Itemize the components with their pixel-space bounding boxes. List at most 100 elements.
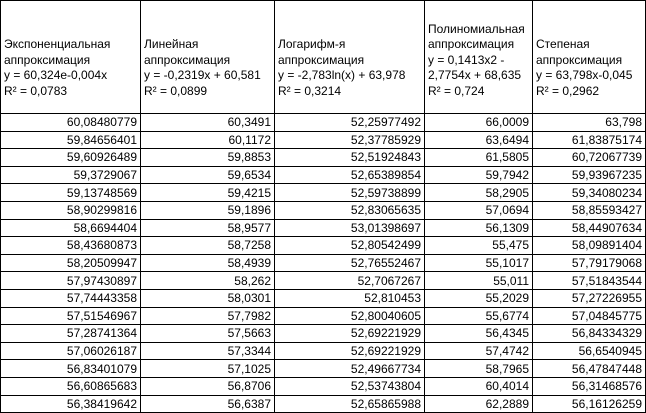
data-cell: 59,6534 [140,165,275,185]
data-cell: 52,80040605 [274,306,425,326]
data-row: 58,43680873 58,7258 52,80542499 55,475 58,09… [0,236,646,255]
data-cell: 58,9577 [140,218,275,238]
header-cell: Полиномиальная аппроксимация y = 0,1413x2 … [424,0,533,114]
data-cell: 52,83065635 [274,200,425,220]
data-cell: 58,0301 [140,288,275,308]
data-cell: 57,06026187 [0,341,141,361]
data-cell: 59,7942 [424,165,533,185]
data-cell: 52,59738899 [274,183,425,202]
data-cell: 57,04845775 [532,306,646,326]
data-cell: 57,51546967 [0,306,141,326]
data-row: 56,38419642 56,6387 52,65865988 62,2889 56,1… [0,394,646,413]
data-cell: 57,0694 [424,200,533,220]
data-cell: 58,6694404 [0,218,141,238]
data-cell: 58,262 [140,271,275,290]
data-row: 57,28741364 57,5663 52,69221929 56,4345 56,8… [0,324,646,343]
data-row: 59,84656401 60,1172 52,37785929 63,6494 61,8… [0,130,646,150]
data-cell: 56,60865683 [0,376,141,396]
data-cell: 57,4742 [424,341,533,361]
header-line: Полиномиальная [428,21,525,36]
data-cell: 66,0009 [424,113,533,132]
header-line: R² = 0,0783 [4,83,68,98]
data-cell: 59,8853 [140,148,275,167]
data-cell: 57,28741364 [0,324,141,343]
data-row: 57,97430897 58,262 52,7067267 55,011 57,5184… [0,271,646,290]
data-cell: 52,53743804 [274,376,425,396]
data-cell: 58,7258 [140,236,275,255]
header-line: R² = 0,0899 [144,83,208,98]
header-line: R² = 0,724 [428,83,485,98]
data-cell: 58,43680873 [0,236,141,255]
data-cell: 56,31468576 [532,376,646,396]
data-cell: 56,8706 [140,376,275,396]
data-cell: 55,1017 [424,253,533,273]
data-cell: 60,3491 [140,113,275,132]
header-line: аппроксимация [4,52,91,67]
data-cell: 56,4345 [424,324,533,343]
data-cell: 57,79179068 [532,253,646,273]
data-cell: 55,2029 [424,288,533,308]
data-cell: 56,1309 [424,218,533,238]
header-line: аппроксимация [428,37,515,51]
data-row: 57,74443358 58,0301 52,810453 55,2029 57,272… [0,288,646,308]
data-cell: 56,6387 [140,394,275,413]
data-cell: 59,60926489 [0,148,141,167]
header-line: аппроксимация [536,52,623,67]
data-cell: 58,44907634 [532,218,646,238]
data-row: 58,6694404 58,9577 53,01398697 56,1309 58,44… [0,218,646,238]
data-cell: 57,5663 [140,324,275,343]
data-cell: 52,51924843 [274,148,425,167]
data-cell: 57,1025 [140,359,275,378]
data-cell: 52,37785929 [274,130,425,150]
data-cell: 58,09891404 [532,236,646,255]
header-cell: Линейная аппроксимация y = -0,2319x + 60,5… [140,0,275,114]
data-cell: 52,80542499 [274,236,425,255]
data-cell: 55,6774 [424,306,533,326]
data-cell: 63,798 [532,113,646,132]
data-cell: 52,65389854 [274,165,425,185]
header-line: R² = 0,3214 [278,83,342,98]
data-cell: 62,2889 [424,394,533,413]
data-cell: 52,25977492 [274,113,425,132]
header-line: y = -0,2319x + 60,581 [144,68,261,82]
data-cell: 59,93967235 [532,165,646,185]
data-cell: 60,4014 [424,376,533,396]
data-cell: 52,7067267 [274,271,425,290]
data-cell: 52,76552467 [274,253,425,273]
data-cell: 59,13748569 [0,183,141,202]
data-cell: 55,475 [424,236,533,255]
data-cell: 57,51843544 [532,271,646,290]
data-cell: 52,69221929 [274,324,425,343]
data-cell: 59,84656401 [0,130,141,150]
data-row: 59,13748569 59,4215 52,59738899 58,2905 59,3… [0,183,646,202]
data-cell: 63,6494 [424,130,533,150]
data-cell: 60,08480779 [0,113,141,132]
data-row: 56,60865683 56,8706 52,53743804 60,4014 56,3… [0,376,646,396]
data-cell: 60,1172 [140,130,275,150]
data-cell: 57,3344 [140,341,275,361]
data-cell: 52,65865988 [274,394,425,413]
data-row: 59,3729067 59,6534 52,65389854 59,7942 59,93… [0,165,646,185]
data-cell: 58,7965 [424,359,533,378]
header-cell: Степеная аппроксимация y = 63,798x-0,045 R²… [532,0,646,114]
header-line: y = 63,798x-0,045 [536,68,633,82]
header-line: Экспоненциальная [4,37,111,51]
data-cell: 58,90299816 [0,200,141,220]
data-cell: 53,01398697 [274,218,425,238]
header-line: Логарифм-я [278,37,346,51]
data-cell: 57,74443358 [0,288,141,308]
header-line: R² = 0,2962 [536,83,600,98]
header-line: y = -2,783ln(x) + 63,978 [278,68,406,82]
data-row: 58,20509947 58,4939 52,76552467 55,1017 57,7… [0,253,646,273]
data-cell: 61,83875174 [532,130,646,150]
data-cell: 59,4215 [140,183,275,202]
data-cell: 52,810453 [274,288,425,308]
data-cell: 56,84334329 [532,324,646,343]
data-cell: 52,69221929 [274,341,425,361]
data-row: 59,60926489 59,8853 52,51924843 61,5805 60,7… [0,148,646,167]
data-row: 57,06026187 57,3344 52,69221929 57,4742 56,6… [0,341,646,361]
header-cell: Логарифм-я аппроксимация y = -2,783ln(x) +… [274,0,425,114]
